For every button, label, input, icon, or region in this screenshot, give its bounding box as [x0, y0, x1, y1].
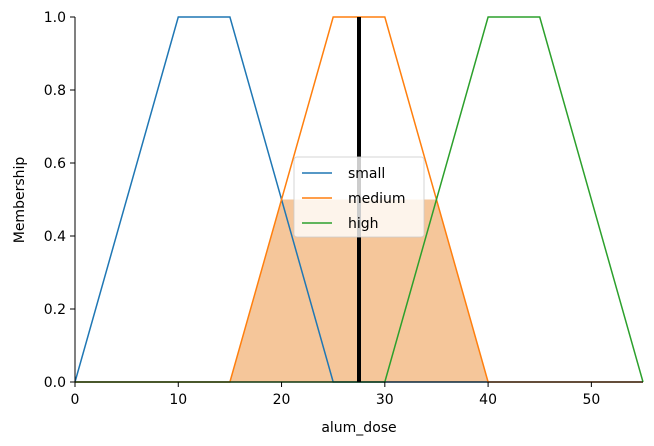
x-tick-label: 10	[169, 392, 187, 408]
y-axis-label: Membership	[12, 157, 28, 244]
axes-layer	[74, 17, 643, 383]
legend: small medium high	[293, 156, 425, 238]
small-legend-label: small	[348, 166, 385, 182]
x-tick-label: 0	[71, 392, 80, 408]
x-tick-label: 20	[273, 392, 291, 408]
legend-box	[293, 156, 425, 238]
y-tick-label: 0.6	[44, 156, 66, 172]
x-tick-label: 50	[582, 392, 600, 408]
y-tick-label: 0.4	[44, 229, 66, 245]
x-ticks: 0 10 20 30 40 50	[71, 382, 600, 408]
x-tick-label: 30	[376, 392, 394, 408]
y-ticks: 0.0 0.2 0.4 0.6 0.8 1.0	[44, 10, 75, 391]
y-tick-label: 0.8	[44, 83, 66, 99]
x-tick-label: 40	[479, 392, 497, 408]
aggregated-fill-layer	[229, 199, 643, 382]
medium-aggregate-fill	[229, 199, 643, 382]
x-axis-label: alum_dose	[321, 420, 396, 436]
y-tick-label: 0.0	[44, 375, 66, 391]
high-legend-label: high	[348, 216, 379, 232]
y-tick-label: 1.0	[44, 10, 66, 26]
y-tick-label: 0.2	[44, 302, 66, 318]
medium-legend-label: medium	[348, 191, 406, 207]
